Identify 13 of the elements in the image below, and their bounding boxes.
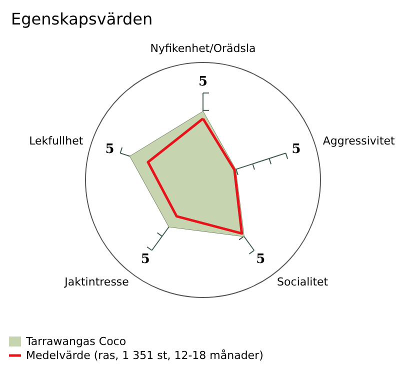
text: 5 — [140, 252, 150, 267]
text: 5 — [256, 252, 266, 267]
spoke-label: Jaktintresse — [64, 275, 130, 288]
spoke-label: Lekfullhet — [29, 134, 84, 148]
spoke-label: Aggressivitet — [322, 134, 396, 148]
text: 5 — [105, 142, 114, 158]
chart-title: Egenskapsvärden — [11, 10, 153, 28]
spoke-label: Nyfikenhet/Orädsla — [150, 42, 256, 55]
legend-label: Tarrawangas Coco — [25, 335, 126, 348]
spoke-label: Socialitet — [277, 275, 329, 288]
text: 5 — [292, 142, 301, 158]
text: 5 — [198, 74, 208, 90]
legend-label: Medelvärde (ras, 1 351 st, 12-18 månader) — [26, 349, 264, 362]
